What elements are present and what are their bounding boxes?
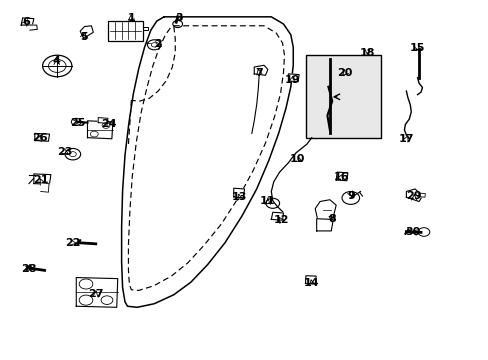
Text: 4: 4 [53, 56, 61, 66]
Polygon shape [34, 174, 51, 184]
Polygon shape [417, 193, 425, 197]
Text: 3: 3 [175, 13, 183, 23]
Polygon shape [316, 219, 332, 231]
Polygon shape [254, 65, 267, 75]
Text: 15: 15 [409, 43, 425, 53]
Text: 2: 2 [154, 40, 161, 49]
Text: 20: 20 [337, 68, 352, 78]
Text: 27: 27 [88, 289, 103, 299]
Text: 13: 13 [231, 192, 247, 202]
Polygon shape [305, 276, 316, 284]
Text: 26: 26 [32, 133, 47, 143]
Text: 17: 17 [398, 134, 413, 144]
Polygon shape [335, 172, 347, 181]
Text: 22: 22 [65, 238, 81, 248]
Text: 30: 30 [404, 227, 420, 237]
Text: 24: 24 [101, 120, 117, 129]
Text: 1: 1 [127, 13, 135, 23]
Text: 29: 29 [406, 191, 421, 201]
Text: 16: 16 [332, 172, 348, 182]
Polygon shape [30, 25, 37, 30]
Text: 11: 11 [260, 196, 275, 206]
Text: 18: 18 [359, 48, 374, 58]
Text: 12: 12 [273, 215, 288, 225]
Text: ←: ← [145, 42, 151, 48]
Polygon shape [271, 212, 283, 220]
Polygon shape [80, 26, 93, 39]
Polygon shape [315, 200, 335, 221]
Text: 7: 7 [255, 68, 263, 78]
Polygon shape [21, 18, 34, 25]
Text: 14: 14 [304, 278, 319, 288]
Polygon shape [288, 74, 299, 82]
Text: 21: 21 [33, 175, 48, 185]
Polygon shape [87, 121, 113, 139]
Polygon shape [406, 189, 422, 202]
Text: 19: 19 [284, 75, 300, 85]
Text: 23: 23 [57, 147, 73, 157]
Text: 9: 9 [347, 191, 355, 201]
Text: 25: 25 [70, 118, 85, 128]
Polygon shape [98, 118, 108, 123]
Text: 5: 5 [80, 32, 87, 41]
Text: 28: 28 [21, 264, 37, 274]
Polygon shape [76, 278, 118, 307]
Polygon shape [233, 188, 244, 198]
Polygon shape [35, 134, 49, 141]
Text: 6: 6 [22, 17, 30, 27]
Bar [306, 55, 380, 138]
Text: 8: 8 [328, 214, 335, 224]
Text: 10: 10 [289, 154, 304, 164]
Polygon shape [41, 183, 49, 192]
Bar [108, 21, 143, 41]
